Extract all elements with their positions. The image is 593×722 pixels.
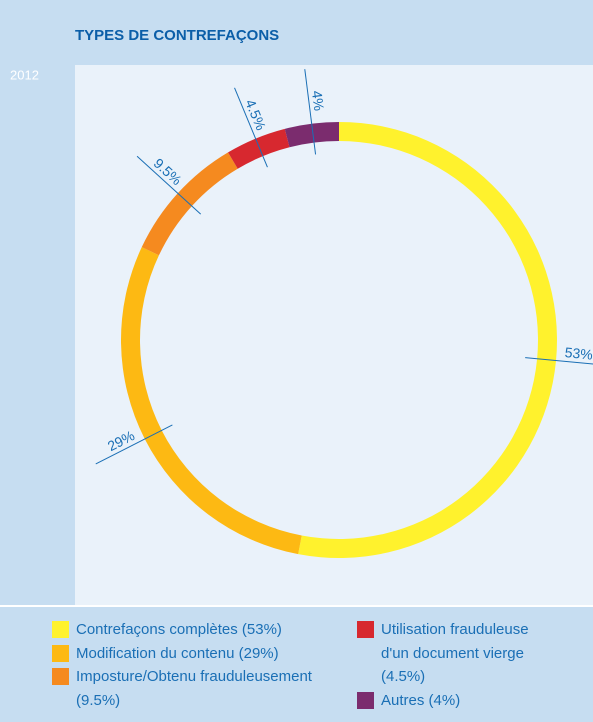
legend-swatch — [52, 668, 69, 685]
legend-item: Utilisation frauduleuse d'un document vi… — [357, 618, 557, 689]
data-label: 53% — [564, 344, 593, 363]
legend-swatch — [357, 691, 374, 709]
legend-label: Imposture/Obtenu frauduleusement (9.5%) — [76, 668, 312, 709]
legend-swatch — [52, 621, 69, 638]
leader-line — [304, 69, 317, 155]
leader-line — [136, 155, 202, 215]
data-label: 4% — [309, 90, 327, 112]
legend-item: Modification du contenu (29%) — [52, 642, 312, 666]
legend: Contrefaçons complètes (53%) Modification… — [52, 618, 312, 712]
legend-item: Contrefaçons complètes (53%) — [52, 618, 312, 642]
leader-line — [525, 357, 593, 365]
legend-label: Utilisation frauduleuse d'un document vi… — [381, 621, 529, 685]
donut-segment — [284, 122, 339, 148]
legend-item: Imposture/Obtenu frauduleusement (9.5%) — [52, 665, 312, 712]
legend-label: Modification du contenu (29%) — [76, 644, 279, 662]
legend-swatch — [52, 644, 69, 662]
leader-line — [95, 424, 173, 465]
leader-line — [234, 87, 268, 168]
legend-label: Contrefaçons complètes (53%) — [76, 621, 282, 638]
legend-item: Autres (4%) — [357, 689, 557, 713]
legend: Utilisation frauduleuse d'un document vi… — [357, 618, 557, 712]
chart-title: TYPES DE CONTREFAÇONS — [75, 27, 279, 44]
year-label: 2012 — [10, 67, 39, 82]
plot-area — [75, 65, 593, 605]
legend-label: Autres (4%) — [381, 691, 461, 709]
donut-segment — [228, 128, 290, 169]
legend-swatch — [357, 621, 374, 638]
donut-segment — [120, 247, 302, 555]
